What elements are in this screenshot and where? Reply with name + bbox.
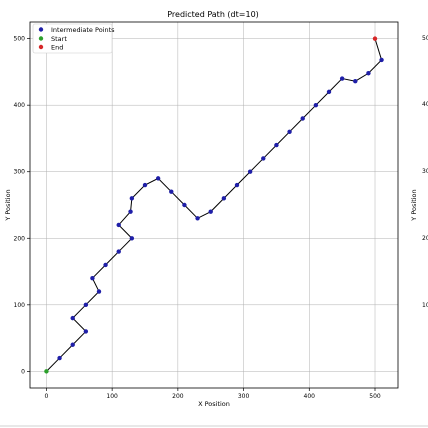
right-panel-partial: Y Position 50 40 30 20 10 — [410, 35, 428, 309]
legend-marker-intermediate — [38, 27, 44, 32]
y-tick-label: 400 — [14, 102, 26, 109]
right-panel-tick-label: 20 — [422, 235, 428, 242]
end-point — [372, 36, 378, 41]
intermediate-point — [208, 209, 213, 214]
legend-marker-start — [38, 36, 44, 41]
y-axis-label: Y Position — [4, 189, 12, 221]
x-tick-label: 500 — [369, 393, 381, 400]
y-axis-ticks: 0 100 200 300 400 500 — [14, 36, 30, 375]
intermediate-point — [234, 182, 240, 188]
plot-frame — [29, 21, 399, 389]
intermediate-point — [129, 236, 135, 241]
intermediate-point — [90, 276, 95, 281]
y-tick-label: 200 — [14, 235, 26, 242]
data-points — [44, 36, 384, 374]
y-tick-label: 0 — [21, 368, 25, 375]
intermediate-point — [221, 196, 227, 201]
legend-label-end: End — [51, 43, 63, 51]
intermediate-point — [116, 222, 121, 228]
intermediate-point — [70, 342, 75, 347]
x-tick-label: 200 — [172, 393, 184, 400]
path-line — [46, 38, 383, 372]
intermediate-point — [182, 202, 187, 208]
x-tick-label: 400 — [304, 393, 316, 400]
intermediate-point — [57, 355, 62, 361]
legend-box — [32, 23, 113, 54]
chart-title: Predicted Path (dt=10) — [167, 10, 259, 19]
legend: Intermediate Points Start End — [32, 23, 115, 54]
intermediate-point — [339, 76, 345, 81]
intermediate-point — [247, 169, 253, 174]
intermediate-point — [313, 102, 319, 108]
intermediate-point — [83, 329, 89, 334]
legend-marker-end — [38, 44, 44, 50]
intermediate-point — [300, 116, 305, 121]
intermediate-point — [116, 249, 121, 254]
x-tick-label: 100 — [106, 393, 118, 400]
legend-label-intermediate: Intermediate Points — [51, 26, 115, 34]
intermediate-point — [353, 79, 358, 84]
intermediate-point — [287, 129, 292, 134]
intermediate-point — [366, 71, 371, 76]
intermediate-point — [195, 216, 200, 221]
intermediate-point — [261, 156, 266, 161]
right-panel-tick-label: 50 — [422, 35, 428, 42]
intermediate-point — [274, 142, 279, 148]
legend-label-start: Start — [51, 35, 67, 43]
intermediate-point — [326, 89, 332, 95]
intermediate-point — [103, 262, 108, 268]
intermediate-point — [129, 196, 135, 201]
y-tick-label: 500 — [14, 36, 26, 43]
right-panel-tick-label: 40 — [422, 101, 428, 108]
y-tick-label: 300 — [14, 169, 26, 176]
x-tick-label: 0 — [45, 393, 49, 400]
x-axis-label: X Position — [198, 400, 230, 408]
right-panel-tick-label: 10 — [422, 302, 428, 309]
y-tick-label: 100 — [14, 302, 26, 309]
intermediate-point — [128, 209, 133, 214]
intermediate-point — [96, 289, 102, 294]
x-tick-label: 300 — [238, 393, 250, 400]
x-axis-ticks: 0 100 200 300 400 500 — [45, 388, 381, 400]
intermediate-point — [379, 57, 384, 63]
right-panel-y-axis-label: Y Position — [410, 189, 418, 221]
intermediate-point — [169, 189, 174, 194]
intermediate-point — [155, 176, 161, 181]
intermediate-point — [142, 182, 148, 188]
intermediate-point — [70, 315, 75, 321]
right-panel-tick-label: 30 — [422, 168, 428, 175]
intermediate-point — [83, 302, 89, 308]
start-point — [44, 369, 49, 374]
